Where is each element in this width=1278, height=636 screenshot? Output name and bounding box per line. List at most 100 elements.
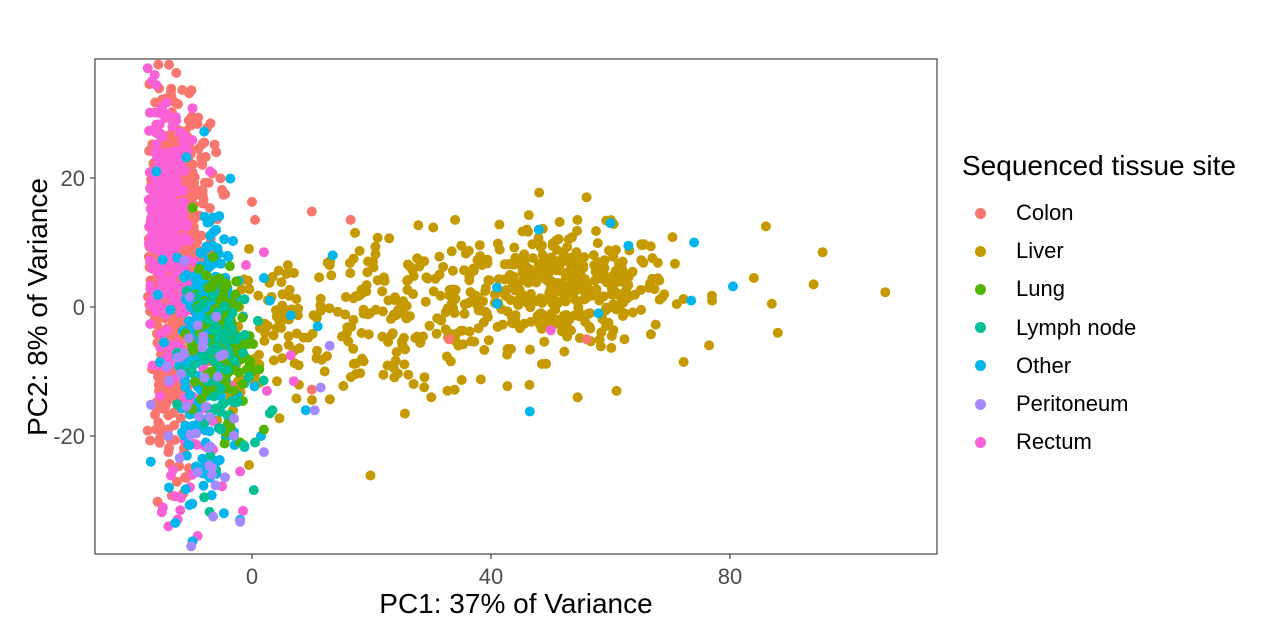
data-point <box>464 326 475 337</box>
data-point <box>315 293 326 304</box>
data-point <box>619 334 630 345</box>
data-point <box>156 270 167 281</box>
data-point <box>459 265 470 276</box>
data-point <box>573 302 584 313</box>
data-point <box>603 317 614 328</box>
data-point <box>307 395 317 405</box>
y-axis-ticks: -20 0 20 <box>53 166 95 449</box>
data-point <box>238 440 249 451</box>
data-point <box>525 344 535 355</box>
data-point <box>474 240 485 251</box>
data-point <box>181 152 192 163</box>
data-point <box>575 279 586 290</box>
data-point <box>239 294 250 305</box>
data-point <box>593 308 604 319</box>
data-point <box>142 425 153 436</box>
data-point <box>327 250 338 261</box>
data-point <box>235 516 246 527</box>
data-point <box>222 250 233 261</box>
data-point <box>164 59 174 70</box>
data-point <box>533 315 544 326</box>
data-point <box>650 319 661 330</box>
x-tick-label: 80 <box>718 564 742 589</box>
data-point <box>172 476 182 487</box>
data-point <box>494 219 505 230</box>
data-point <box>289 268 299 278</box>
data-point <box>468 263 479 274</box>
data-point <box>456 240 467 251</box>
data-point <box>206 490 217 501</box>
data-point <box>170 517 181 528</box>
data-point <box>477 260 487 271</box>
data-point <box>608 270 619 281</box>
data-point <box>419 256 430 267</box>
data-point <box>277 353 288 364</box>
data-point <box>324 303 335 314</box>
data-point <box>484 275 495 286</box>
data-point <box>566 325 576 336</box>
data-point <box>231 334 242 345</box>
data-point <box>493 274 504 285</box>
data-point <box>610 244 621 255</box>
data-point <box>689 237 700 248</box>
data-point <box>566 284 577 295</box>
data-point <box>354 245 365 256</box>
data-point <box>272 343 283 354</box>
data-point <box>509 242 520 253</box>
data-point <box>288 376 299 387</box>
data-point <box>527 239 538 250</box>
data-point <box>581 334 592 345</box>
data-point <box>560 296 571 307</box>
data-point <box>219 301 230 312</box>
data-point <box>211 147 222 158</box>
data-point <box>412 331 423 342</box>
data-point <box>458 339 469 350</box>
data-point <box>226 396 237 406</box>
data-point <box>229 355 240 366</box>
data-point <box>187 498 198 509</box>
data-point <box>314 272 325 283</box>
data-point <box>494 244 505 255</box>
data-point <box>629 289 640 300</box>
data-point <box>657 292 668 303</box>
data-point <box>243 371 254 382</box>
data-point <box>208 324 219 335</box>
data-point <box>431 328 442 339</box>
data-point <box>449 308 460 319</box>
data-point <box>175 505 186 516</box>
data-point <box>220 472 231 483</box>
data-point <box>519 318 530 329</box>
legend-item: Peritoneum <box>962 385 1236 423</box>
data-point <box>456 375 467 385</box>
data-point <box>179 255 190 266</box>
data-point <box>606 282 617 293</box>
data-point <box>428 222 439 233</box>
data-point <box>184 440 195 451</box>
data-point <box>667 232 678 243</box>
data-point <box>252 315 263 326</box>
data-point <box>281 268 292 279</box>
data-point <box>337 331 347 342</box>
data-point <box>678 357 689 367</box>
data-point <box>536 359 547 369</box>
data-point <box>580 294 591 304</box>
data-point <box>282 260 293 271</box>
data-point <box>348 343 359 354</box>
data-point <box>258 447 269 458</box>
y-tick-label: -20 <box>53 424 85 449</box>
data-point <box>218 508 229 519</box>
data-point <box>408 289 419 300</box>
data-point <box>197 453 208 464</box>
data-point <box>426 392 437 403</box>
data-point <box>618 277 629 288</box>
data-point <box>808 279 819 290</box>
data-point <box>171 384 182 395</box>
data-point <box>345 214 356 225</box>
data-point <box>166 83 177 94</box>
data-point <box>550 235 561 246</box>
data-point <box>686 295 697 306</box>
legend-dot-icon <box>975 207 986 219</box>
data-point <box>506 312 517 322</box>
data-point <box>386 314 396 324</box>
data-point <box>370 249 381 260</box>
